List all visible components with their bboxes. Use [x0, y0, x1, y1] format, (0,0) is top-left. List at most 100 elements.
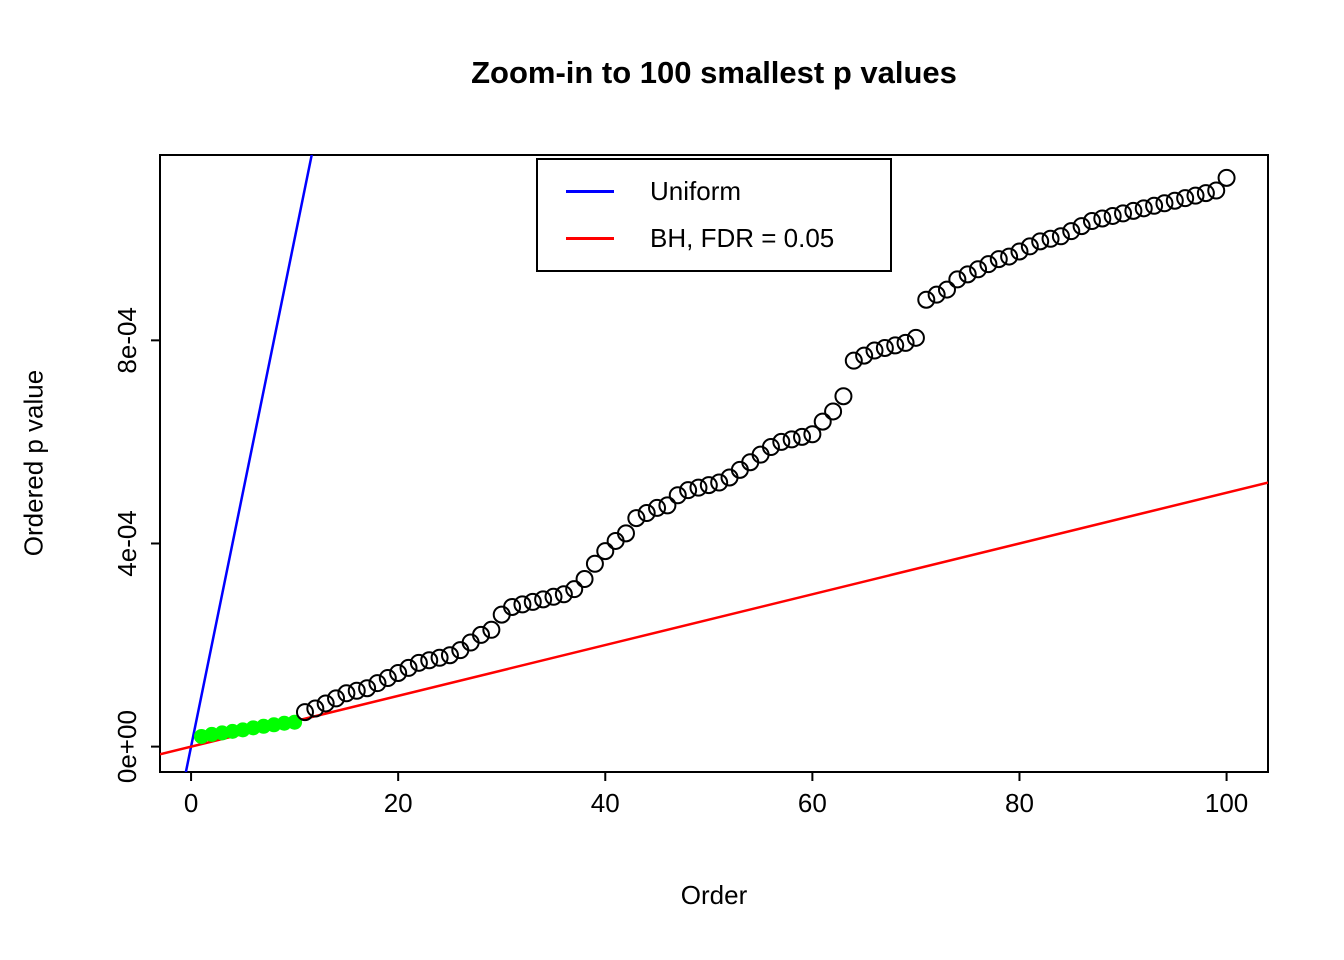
data-point-circle — [430, 648, 449, 667]
uniform-line — [184, 155, 313, 772]
data-point-circle — [793, 427, 812, 446]
data-point-circle — [1114, 204, 1133, 223]
plot-box — [159, 154, 1269, 773]
legend-item-bh: BH, FDR = 0.05 — [566, 223, 890, 254]
data-point-circle — [979, 255, 998, 274]
data-point-circle — [347, 681, 366, 700]
data-point-circle — [399, 658, 418, 677]
data-point-circle — [420, 651, 439, 670]
data-point-circle — [969, 260, 988, 279]
data-point-circle — [368, 674, 387, 693]
data-point-circle — [1196, 184, 1215, 203]
data-point-circle — [1051, 227, 1070, 246]
x-tick-label: 40 — [591, 788, 620, 818]
legend-label-bh: BH, FDR = 0.05 — [650, 223, 835, 253]
data-point-circle — [906, 328, 925, 347]
data-point-circle — [327, 689, 346, 708]
bh-line — [160, 481, 1268, 756]
data-point-circle — [585, 554, 604, 573]
y-tick-label: 4e-04 — [112, 510, 142, 577]
data-point-circle — [782, 430, 801, 449]
data-point-circle — [637, 504, 656, 523]
data-point-circle — [1093, 209, 1112, 228]
x-axis-label: Order — [680, 880, 748, 910]
data-point-circle — [1010, 242, 1029, 261]
data-point-circle — [844, 351, 863, 370]
data-point-circle — [896, 333, 915, 352]
data-point-circle — [358, 679, 377, 698]
x-tick-label: 60 — [798, 788, 827, 818]
chart-title: Zoom-in to 100 smallest p values — [471, 55, 957, 90]
legend-box: Uniform BH, FDR = 0.05 — [536, 158, 892, 272]
data-point-circle — [699, 476, 718, 495]
data-point-circle — [1134, 199, 1153, 218]
data-point-circle — [710, 473, 729, 492]
data-point-circle — [1176, 189, 1195, 208]
data-point-circle — [948, 270, 967, 289]
bh-line-swatch — [566, 237, 614, 240]
data-point-circle — [565, 580, 584, 599]
data-point-circle — [689, 478, 708, 497]
data-point-circle — [834, 387, 853, 406]
data-point-circle — [927, 285, 946, 304]
data-point-circle — [648, 498, 667, 517]
uniform-line-swatch — [566, 190, 614, 193]
data-point-circle — [295, 703, 314, 722]
data-point-circle — [1155, 194, 1174, 213]
data-point-circle — [1186, 186, 1205, 205]
y-tick-label: 8e-04 — [112, 307, 142, 374]
data-point-circle — [679, 481, 698, 500]
data-point-circle — [1031, 232, 1050, 251]
x-tick-label: 0 — [184, 788, 198, 818]
data-point-circle — [989, 250, 1008, 269]
data-point-circle — [1020, 237, 1039, 256]
data-point-circle — [658, 496, 677, 515]
data-point-circle — [409, 653, 428, 672]
data-point-circle — [875, 338, 894, 357]
data-point-circle — [616, 524, 635, 543]
data-point-circle — [1217, 168, 1236, 187]
data-point-circle — [472, 625, 491, 644]
data-point-circle — [668, 486, 687, 505]
data-point-circle — [554, 585, 573, 604]
significant-point — [287, 714, 303, 730]
x-tick-label: 100 — [1205, 788, 1248, 818]
data-point-circle — [378, 669, 397, 688]
data-point-circle — [1103, 206, 1122, 225]
legend-label-uniform: Uniform — [650, 176, 742, 206]
data-point-circle — [886, 336, 905, 355]
data-point-circle — [1062, 222, 1081, 241]
data-point-circle — [1145, 196, 1164, 215]
data-point-circle — [772, 432, 791, 451]
data-point-circle — [596, 542, 615, 561]
data-point-circle — [865, 341, 884, 360]
x-tick-label: 80 — [1005, 788, 1034, 818]
data-point-circle — [316, 694, 335, 713]
data-point-circle — [1000, 247, 1019, 266]
data-point-circle — [1207, 181, 1226, 200]
data-point-circle — [1072, 217, 1091, 236]
data-point-circle — [523, 592, 542, 611]
data-point-circle — [482, 620, 501, 639]
data-point-circle — [389, 663, 408, 682]
x-tick-label: 20 — [384, 788, 413, 818]
data-point-circle — [1041, 229, 1060, 248]
data-point-circle — [337, 684, 356, 703]
data-point-circle — [1124, 201, 1143, 220]
data-point-circle — [917, 290, 936, 309]
data-point-circle — [534, 590, 553, 609]
y-tick-label: 0e+00 — [112, 710, 142, 783]
data-point-circle — [503, 597, 522, 616]
data-point-circle — [440, 646, 459, 665]
y-axis-label: Ordered p value — [18, 369, 49, 557]
data-point-circle — [306, 699, 325, 718]
data-point-circle — [824, 402, 843, 421]
data-point-circle — [813, 412, 832, 431]
data-point-circle — [513, 595, 532, 614]
legend-item-uniform: Uniform — [566, 176, 890, 207]
data-point-circle — [575, 570, 594, 589]
data-point-circle — [803, 425, 822, 444]
data-point-circle — [627, 509, 646, 528]
